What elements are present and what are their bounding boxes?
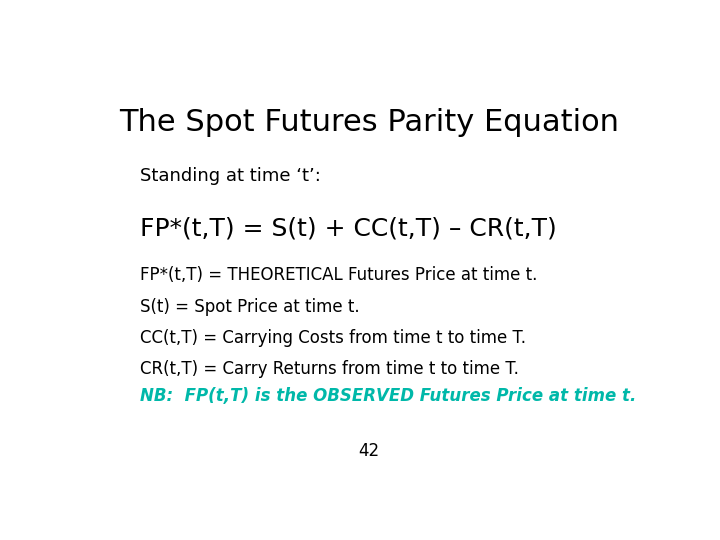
Text: CR(t,T) = Carry Returns from time t to time T.: CR(t,T) = Carry Returns from time t to t… [140, 360, 519, 378]
Text: FP*(t,T) = S(t) + CC(t,T) – CR(t,T): FP*(t,T) = S(t) + CC(t,T) – CR(t,T) [140, 217, 557, 240]
Text: FP*(t,T) = THEORETICAL Futures Price at time t.: FP*(t,T) = THEORETICAL Futures Price at … [140, 266, 538, 285]
Text: The Spot Futures Parity Equation: The Spot Futures Parity Equation [119, 109, 619, 138]
Text: NB:  FP(t,T) is the OBSERVED Futures Price at time t.: NB: FP(t,T) is the OBSERVED Futures Pric… [140, 387, 636, 405]
Text: CC(t,T) = Carrying Costs from time t to time T.: CC(t,T) = Carrying Costs from time t to … [140, 329, 526, 347]
Text: S(t) = Spot Price at time t.: S(t) = Spot Price at time t. [140, 298, 360, 316]
Text: 42: 42 [359, 442, 379, 460]
Text: Standing at time ‘t’:: Standing at time ‘t’: [140, 167, 321, 185]
